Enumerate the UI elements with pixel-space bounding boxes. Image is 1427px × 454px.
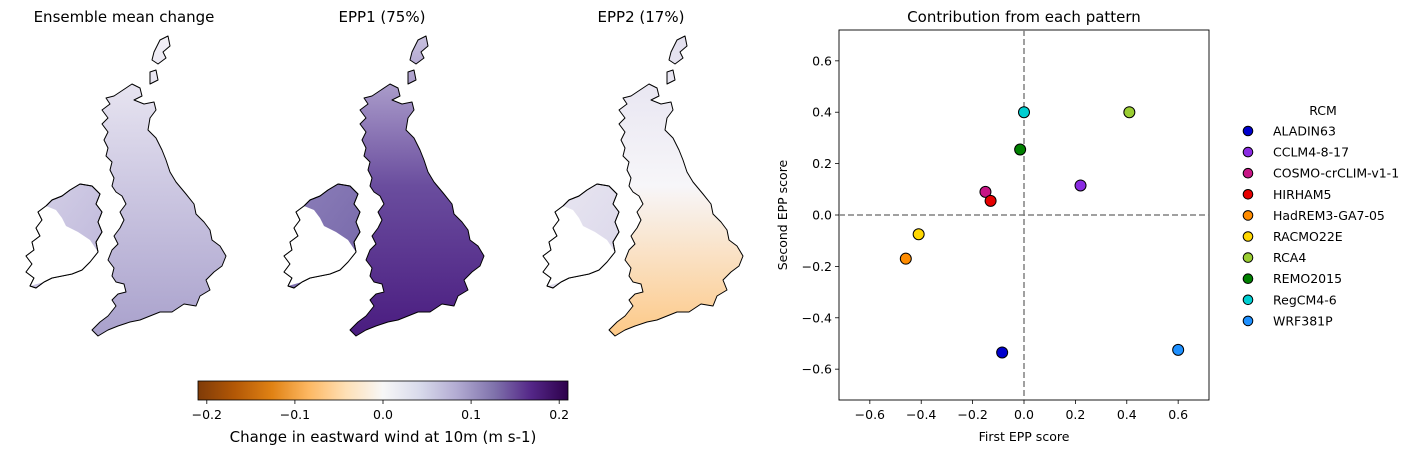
legend-label: CCLM4-8-17 — [1273, 145, 1349, 160]
great-britain-shape — [91, 35, 227, 337]
legend-label: RACMO22E — [1273, 229, 1343, 244]
colorbar-tick-label: −0.1 — [280, 407, 310, 422]
point-rca4 — [1123, 106, 1136, 119]
colorbar: −0.2 −0.1 0.0 0.1 0.2 Change in eastward win… — [192, 380, 569, 446]
x-tick-label: −0.4 — [906, 407, 936, 422]
legend-label: RegCM4-6 — [1273, 292, 1337, 307]
legend-label: RCA4 — [1273, 250, 1306, 265]
scatter-title: Contribution from each pattern — [907, 8, 1141, 26]
x-tick-label: −0.2 — [957, 407, 987, 422]
colorbar-tick-label: −0.2 — [192, 407, 222, 422]
legend-marker — [1242, 294, 1254, 306]
legend-marker — [1242, 252, 1254, 263]
ireland-coastline — [25, 183, 103, 289]
ireland-unshaded — [284, 206, 356, 286]
y-axis-label: Second EPP score — [775, 159, 790, 270]
great-britain-shape — [608, 35, 744, 337]
legend-label: REMO2015 — [1273, 271, 1342, 286]
ireland-unshaded — [26, 206, 98, 286]
x-tick-label: 0.6 — [1168, 407, 1188, 422]
point-regcm4-6 — [1018, 106, 1030, 119]
legend-marker — [1242, 273, 1254, 285]
colorbar-tick-label: 0.1 — [461, 407, 481, 422]
colorbar-gradient — [197, 380, 569, 401]
x-tick-label: 0.0 — [1014, 407, 1034, 422]
map-panel-2: EPP1 (75%) — [283, 8, 485, 337]
legend: RCM ALADIN63 CCLM4-8-17 COSMO-crCLIM-v1-1 H… — [1242, 103, 1399, 328]
colorbar-tick-label: 0.0 — [373, 407, 393, 422]
x-tick-label: 0.2 — [1065, 407, 1085, 422]
map-panel-1: Ensemble mean change — [25, 8, 227, 337]
ireland-coastline — [283, 183, 361, 289]
great-britain-shape — [349, 35, 485, 337]
map-panel-title: EPP2 (17%) — [598, 8, 685, 26]
colorbar-tick-label: 0.2 — [549, 407, 569, 422]
legend-label: COSMO-crCLIM-v1-1 — [1273, 166, 1399, 181]
map-panel-3: EPP2 (17%) — [542, 8, 744, 337]
y-tick-label: 0.4 — [812, 105, 832, 120]
point-cclm4-8-17 — [1074, 179, 1087, 192]
y-tick-label: −0.4 — [802, 310, 832, 325]
legend-marker — [1242, 231, 1254, 242]
legend-marker — [1242, 189, 1254, 200]
y-tick-label: −0.6 — [802, 362, 832, 377]
legend-marker — [1242, 315, 1254, 327]
map-panel-title: Ensemble mean change — [34, 8, 215, 26]
map-panel-title: EPP1 (75%) — [339, 8, 426, 26]
legend-marker — [1242, 125, 1254, 137]
point-wrf381p — [1172, 343, 1185, 356]
point-cosmo-crclim-v1-1 — [979, 185, 992, 198]
y-tick-label: 0.0 — [812, 208, 832, 223]
x-tick-label: 0.4 — [1117, 407, 1137, 422]
y-tick-label: 0.2 — [812, 156, 832, 171]
ireland-coastline — [542, 183, 620, 289]
reference-lines — [839, 30, 1209, 400]
y-axis-ticks: −0.6 −0.4 −0.2 0.0 0.2 0.4 0.6 — [802, 53, 839, 377]
ireland-unshaded — [543, 206, 615, 286]
legend-marker — [1242, 210, 1254, 221]
scatter-plot: Contribution from each pattern −0.6 −0.4−… — [775, 8, 1210, 444]
point-remo2015 — [1014, 143, 1027, 156]
point-aladin63 — [996, 346, 1009, 359]
point-hirham5 — [984, 194, 997, 207]
colorbar-label: Change in eastward wind at 10m (m s-1) — [230, 428, 537, 446]
x-axis-ticks: −0.6 −0.4 −0.2 0.0 0.2 0.4 0.6 — [855, 400, 1188, 422]
legend-label: ALADIN63 — [1273, 124, 1336, 139]
map-panels: Ensemble mean change EPP1 (75%) EPP2 (17%) — [25, 8, 744, 337]
legend-title: RCM — [1309, 103, 1337, 118]
x-tick-label: −0.6 — [855, 407, 885, 422]
point-racmo22e — [912, 228, 925, 241]
y-tick-label: 0.6 — [812, 53, 832, 68]
scatter-points — [899, 106, 1185, 359]
legend-label: HadREM3-GA7-05 — [1273, 208, 1385, 223]
legend-marker — [1242, 146, 1254, 158]
colorbar-ticks: −0.2 −0.1 0.0 0.1 0.2 — [192, 400, 569, 422]
legend-marker — [1242, 167, 1254, 179]
x-axis-label: First EPP score — [979, 429, 1070, 444]
point-hadrem3-ga7-05 — [899, 252, 912, 265]
legend-label: WRF381P — [1273, 313, 1333, 328]
y-tick-label: −0.2 — [802, 259, 832, 274]
legend-label: HIRHAM5 — [1273, 187, 1331, 202]
